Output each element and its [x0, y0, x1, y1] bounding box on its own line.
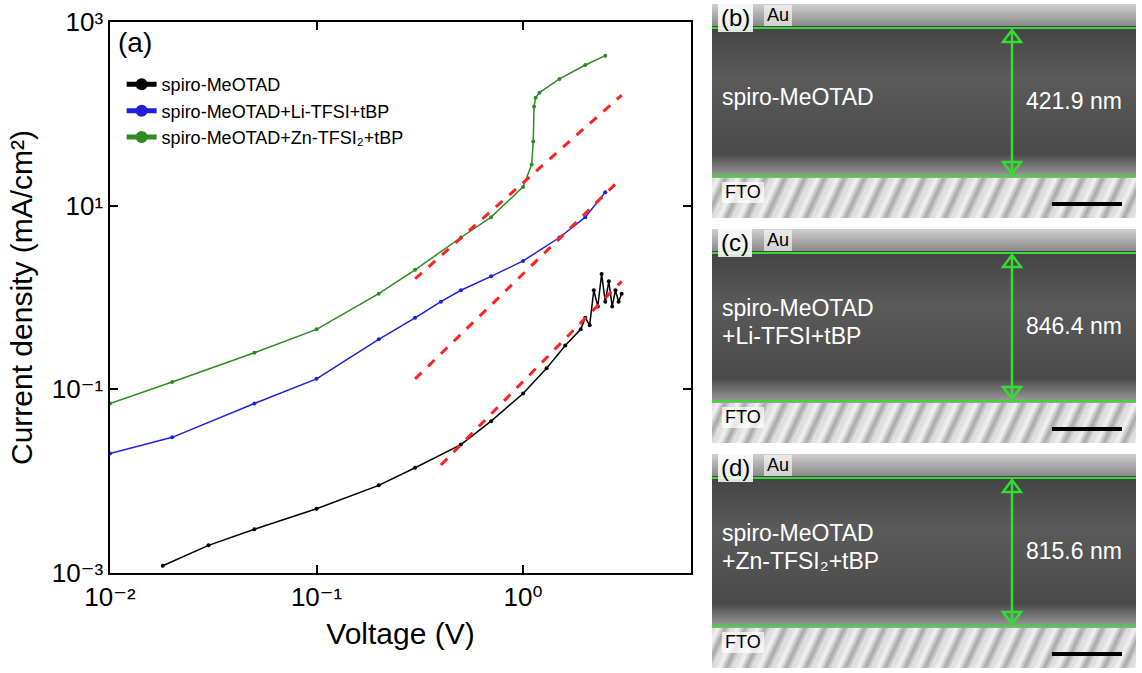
html-text:(b): (b) [721, 4, 751, 31]
html-text:spiro-MeOTAD: spiro-MeOTAD [722, 520, 874, 546]
html-text:421.9 nm: 421.9 nm [1026, 88, 1122, 114]
svg-text:spiro-MeOTAD: spiro-MeOTAD [162, 75, 281, 95]
svg-text:10³: 10³ [65, 7, 103, 37]
svg-text:Current density (mA/cm²): Current density (mA/cm²) [5, 130, 38, 465]
html-text:Au: Au [767, 230, 789, 250]
svg-text:spiro-MeOTAD+Zn-TFSI₂+tBP: spiro-MeOTAD+Zn-TFSI₂+tBP [162, 128, 404, 148]
html-text:846.4 nm: 846.4 nm [1026, 313, 1122, 339]
svg-text:10⁻¹: 10⁻¹ [52, 374, 104, 404]
html-text:spiro-MeOTAD: spiro-MeOTAD [722, 84, 874, 110]
html-text:FTO: FTO [725, 407, 761, 427]
svg-text:10⁻¹: 10⁻¹ [291, 582, 343, 612]
svg-text:10⁻³: 10⁻³ [52, 558, 104, 588]
html-text:Au: Au [767, 455, 789, 475]
svg-text:10⁻²: 10⁻² [84, 582, 136, 612]
html-text:FTO: FTO [725, 182, 761, 202]
html-text:Au: Au [767, 5, 789, 25]
html-text:+Zn-TFSI₂+tBP: +Zn-TFSI₂+tBP [722, 548, 880, 574]
svg-text:spiro-MeOTAD+Li-TFSI+tBP: spiro-MeOTAD+Li-TFSI+tBP [162, 102, 390, 122]
svg-text:10⁰: 10⁰ [503, 582, 542, 612]
html-text:+Li-TFSI+tBP: +Li-TFSI+tBP [722, 323, 862, 349]
html-text:spiro-MeOTAD: spiro-MeOTAD [722, 295, 874, 321]
html-text:815.6 nm: 815.6 nm [1026, 538, 1122, 564]
svg-text:(a): (a) [118, 27, 152, 58]
svg-text:Voltage (V): Voltage (V) [326, 617, 474, 650]
html-text:(c): (c) [721, 229, 749, 256]
svg-text:10¹: 10¹ [65, 191, 103, 221]
html-text:FTO: FTO [725, 632, 761, 652]
html-text:(d): (d) [721, 454, 751, 481]
